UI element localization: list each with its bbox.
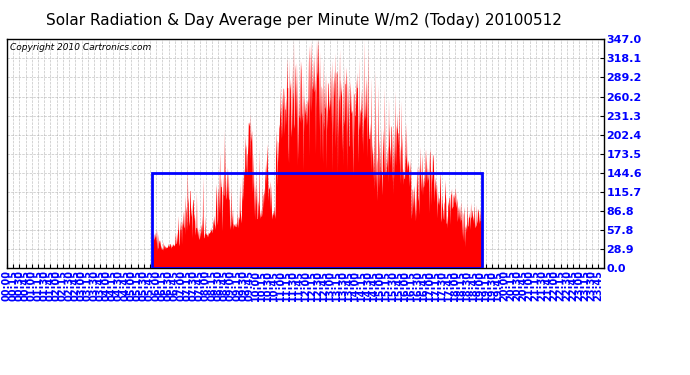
- Text: Solar Radiation & Day Average per Minute W/m2 (Today) 20100512: Solar Radiation & Day Average per Minute…: [46, 13, 562, 28]
- Bar: [152, 173, 482, 268]
- Text: Copyright 2010 Cartronics.com: Copyright 2010 Cartronics.com: [10, 43, 151, 52]
